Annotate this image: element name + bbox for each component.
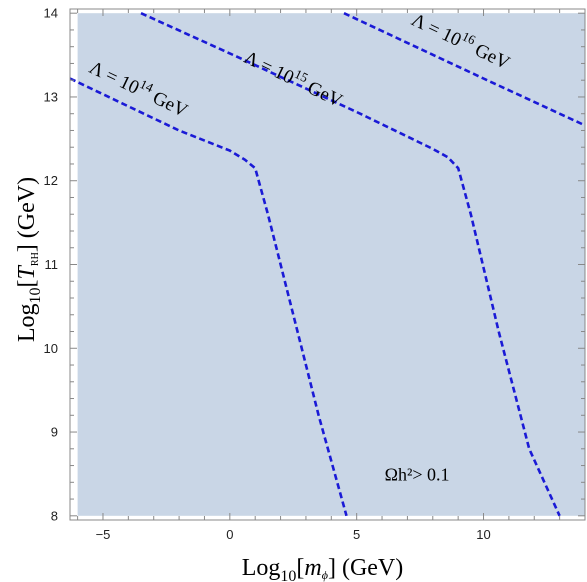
x-axis-title: Log10[mϕ] (GeV) <box>242 555 404 582</box>
y-axis-title: Log10[TRH] (GeV) <box>14 177 44 342</box>
axes: −5 0 5 10 8 9 10 11 12 13 14 <box>44 6 586 542</box>
y-tick-label: 13 <box>44 89 58 104</box>
x-tick-label: 10 <box>476 527 490 542</box>
series-line-1 <box>69 77 348 517</box>
region-label: Ωh²> 0.1 <box>385 465 450 485</box>
y-tick-label: 12 <box>44 173 58 188</box>
y-tick-label: 14 <box>44 6 58 21</box>
x-tick-label: −5 <box>96 527 111 542</box>
y-tick-label: 10 <box>44 341 58 356</box>
y-tick-label: 11 <box>45 257 59 272</box>
x-tick-label: 0 <box>226 527 233 542</box>
series-line-3 <box>343 12 586 127</box>
plot-area <box>69 12 586 517</box>
shaded-region <box>77 13 585 516</box>
series-line-2 <box>140 12 561 517</box>
y-tick-label: 8 <box>51 508 58 523</box>
y-tick-label: 9 <box>51 425 58 440</box>
x-tick-label: 5 <box>353 527 360 542</box>
